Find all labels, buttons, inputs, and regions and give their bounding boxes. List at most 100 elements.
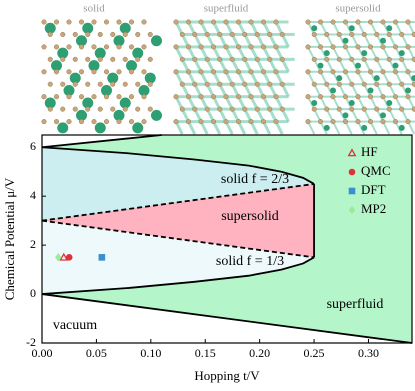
atom [122,56,128,62]
atom [386,106,392,112]
atom [198,44,204,50]
atom [380,119,386,125]
atom [405,94,411,100]
phase-boundary [41,134,162,149]
y-tick-label: 6 [30,139,36,153]
atom [198,69,204,75]
site [82,97,94,109]
legend-label: DFT [361,182,386,197]
atom [91,94,97,100]
phase-boundary [41,219,315,259]
atom [229,56,235,62]
site [411,75,415,82]
atom [311,56,317,62]
atom [192,81,198,87]
atom [179,56,185,62]
atom [273,44,279,50]
site [94,47,106,59]
marker [59,252,69,261]
atom [147,56,153,62]
atom [317,94,324,100]
atom [361,31,367,37]
atom [141,69,147,75]
atom [198,94,204,100]
atom [91,119,97,125]
atom [260,19,267,25]
site [348,99,355,106]
x-tick-label: 0.30 [358,346,379,360]
atom [97,106,103,112]
site [119,22,131,34]
site [386,25,393,32]
atom [330,44,336,50]
atom [242,56,248,62]
region-label: solid f = 2/3 [221,172,289,187]
atom [192,31,198,37]
x-tick-label: 0.20 [249,346,270,360]
atom [279,106,285,112]
atom [279,81,285,87]
atom [367,94,374,100]
atom [380,94,386,100]
atom [260,44,267,50]
atom [204,81,210,87]
atom [141,44,147,50]
y-tick-label: 0 [30,286,36,300]
atom [248,69,254,75]
atom [72,106,78,112]
atom [324,106,330,112]
atom [305,69,311,75]
atom [66,94,72,100]
atom [116,94,122,100]
atom [267,56,273,62]
atom [392,94,399,100]
atom [367,119,374,125]
atom [60,106,66,112]
atom [53,119,60,125]
atom [110,31,116,37]
site [405,87,411,94]
atom [405,119,411,125]
site [57,47,69,59]
atom [128,44,135,50]
atom [72,81,78,87]
atom [60,31,66,37]
atom [78,94,85,100]
site [113,35,125,47]
atom [267,106,273,112]
panel-title: supersolid [335,3,381,15]
site [323,50,330,57]
phase-region [42,183,315,258]
atom [141,19,147,25]
atom [336,106,342,112]
atom [66,19,72,25]
atom [185,94,192,100]
atom [305,44,311,50]
atom [173,44,179,50]
atom [47,81,53,87]
legend-label: MP2 [361,201,386,216]
atom [355,94,361,100]
atom [317,44,324,50]
atom [223,44,229,50]
site [398,124,405,131]
atom [242,81,248,87]
atom [260,69,267,75]
atom [210,69,217,75]
atom [355,44,361,50]
atom [91,19,97,25]
atom [399,31,405,37]
atom [411,31,415,37]
atom [342,69,349,75]
atom [267,81,273,87]
site [336,75,343,82]
atom [405,19,411,25]
atom [273,119,279,125]
atom [53,94,60,100]
atom [85,31,91,37]
atom [349,81,355,87]
atom [311,106,317,112]
atom [179,81,185,87]
site [373,75,380,82]
atom [128,119,135,125]
